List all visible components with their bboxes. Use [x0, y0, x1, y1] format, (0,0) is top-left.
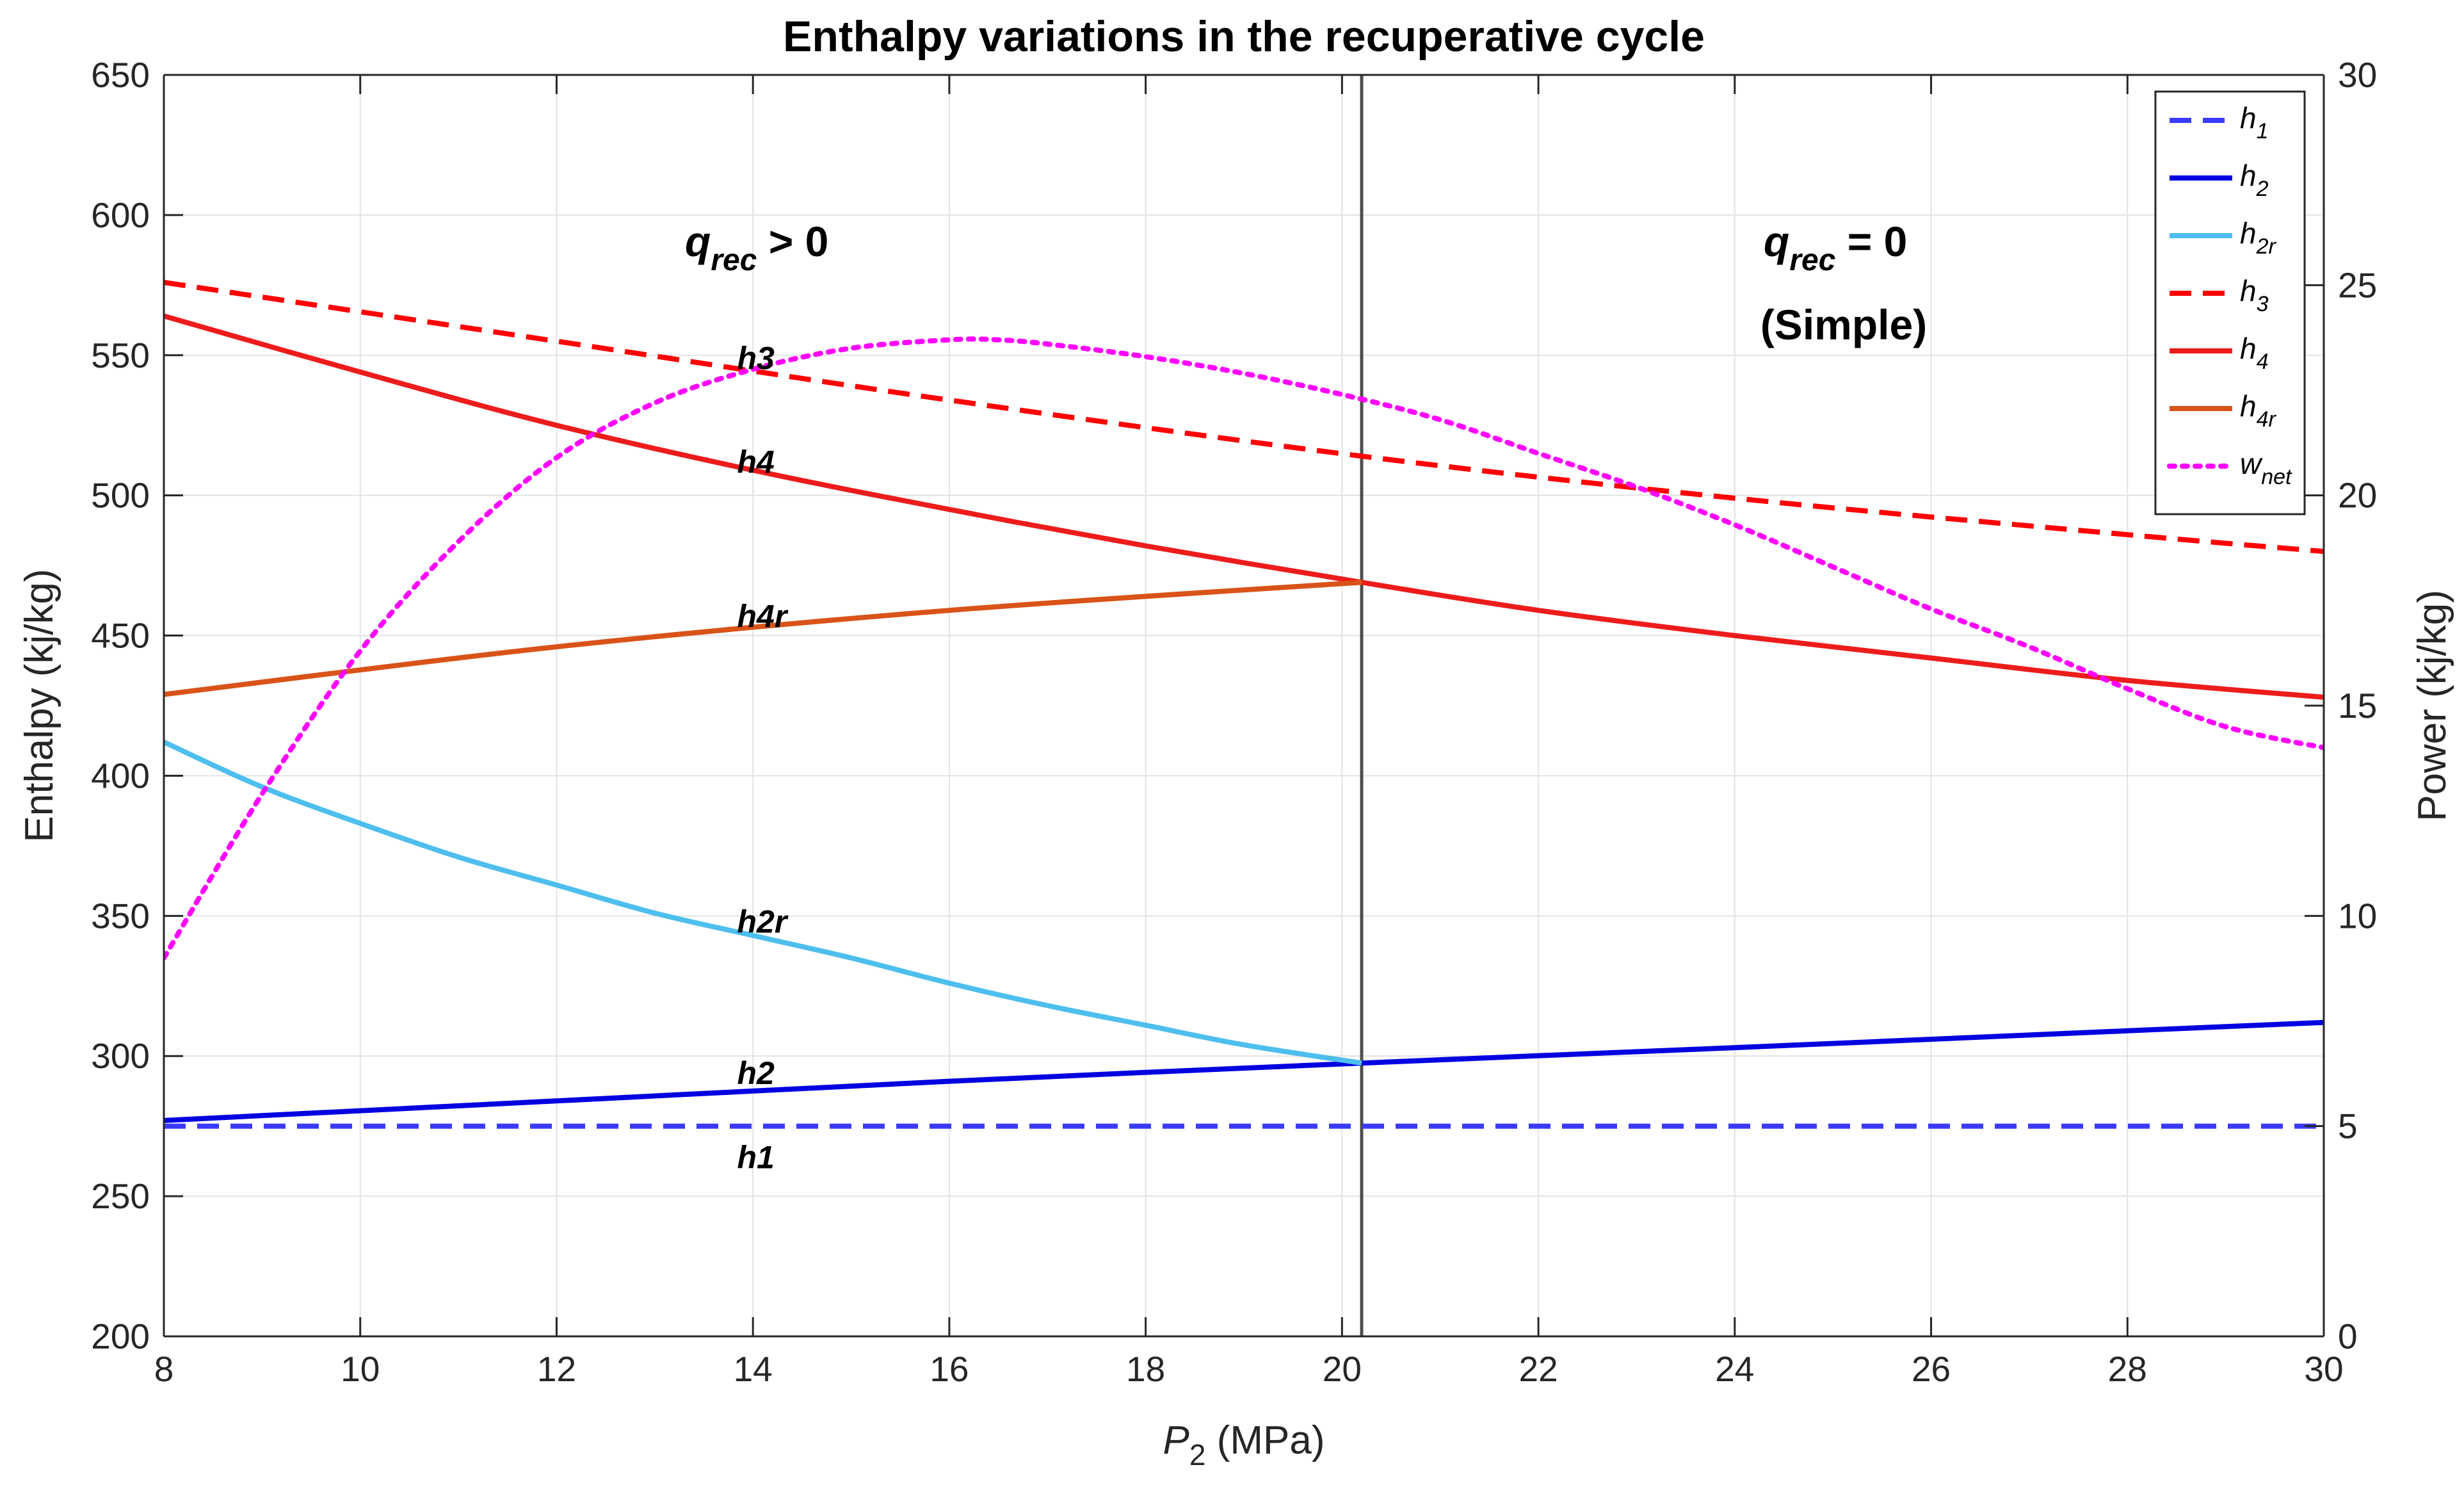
curve-label-h4r: h4r [737, 598, 789, 634]
y2-tick-label: 5 [2338, 1106, 2358, 1146]
y-tick-label: 300 [91, 1036, 150, 1076]
y-axis-title: Enthalpy (kj/kg) [17, 569, 61, 842]
annotation-qrec-positive: qrec > 0 [685, 218, 828, 277]
y-tick-label: 250 [91, 1176, 150, 1216]
x-tick-label: 22 [1518, 1349, 1558, 1389]
annotation-simple: (Simple) [1760, 301, 1927, 348]
legend-label-h2r: h2r [2240, 216, 2277, 259]
y-tick-label: 350 [91, 896, 150, 936]
legend-label-wnet: wnet [2240, 447, 2292, 489]
y2-tick-label: 20 [2338, 476, 2377, 515]
legend-label-h2: h2 [2240, 159, 2269, 201]
x-tick-label: 24 [1715, 1349, 1754, 1389]
legend-box [2154, 90, 2306, 515]
y-tick-label: 550 [91, 336, 150, 375]
x-tick-label: 30 [2304, 1349, 2343, 1389]
x-axis-title: P2 (MPa) [1163, 1418, 1325, 1471]
series-h2r [164, 740, 1362, 1066]
curve-label-h2r: h2r [737, 904, 789, 940]
x-tick-label: 28 [2108, 1349, 2147, 1389]
x-tick-label: 10 [341, 1349, 380, 1389]
y2-tick-label: 15 [2338, 686, 2377, 725]
y-tick-label: 500 [91, 476, 150, 515]
x-tick-label: 16 [930, 1349, 969, 1389]
legend: h1 h2 h2r h3 h4 h4r wnet [2154, 90, 2306, 515]
chart-title: Enthalpy variations in the recuperative … [783, 12, 1705, 61]
x-tick-label: 12 [537, 1349, 576, 1389]
y-tick-label: 650 [91, 55, 150, 95]
curve-label-h1: h1 [737, 1139, 775, 1175]
x-tick-label: 14 [734, 1349, 773, 1389]
curve-label-h2: h2 [737, 1055, 775, 1091]
curve-label-h4: h4 [737, 444, 775, 480]
legend-label-h4: h4 [2240, 332, 2269, 374]
y2-axis-title: Power (kj/kg) [2410, 590, 2454, 822]
series-h3 [164, 280, 2324, 555]
series-wnet [164, 336, 2324, 960]
legend-label-h4r: h4r [2240, 389, 2277, 432]
y-tick-label: 400 [91, 756, 150, 795]
y2-tick-label: 10 [2338, 896, 2377, 936]
x-tick-label: 26 [1912, 1349, 1951, 1389]
legend-label-h1: h1 [2240, 101, 2269, 143]
series-h4r [164, 579, 1362, 697]
annotation-qrec-zero: qrec = 0 [1764, 218, 1907, 277]
y2-tick-label: 0 [2338, 1317, 2358, 1356]
axes: 8 10 12 14 16 18 20 22 24 26 28 3020025030035040045… [91, 55, 2377, 1389]
series-h4 [164, 313, 2324, 700]
y-tick-label: 600 [91, 195, 150, 235]
series-layer [164, 75, 2324, 1336]
y2-tick-label: 30 [2338, 55, 2377, 95]
x-tick-label: 8 [154, 1349, 174, 1389]
x-tick-label: 20 [1323, 1349, 1362, 1389]
x-tick-label: 18 [1126, 1349, 1165, 1389]
y-tick-label: 200 [91, 1317, 150, 1356]
series-h2 [164, 1019, 2324, 1123]
series-group [164, 75, 2324, 1336]
y2-tick-label: 25 [2338, 265, 2377, 305]
legend-label-h3: h3 [2240, 274, 2269, 316]
y-tick-label: 450 [91, 616, 150, 656]
labels-layer: Enthalpy variations in the recuperative … [17, 12, 2454, 1471]
curve-label-h3: h3 [737, 341, 775, 377]
